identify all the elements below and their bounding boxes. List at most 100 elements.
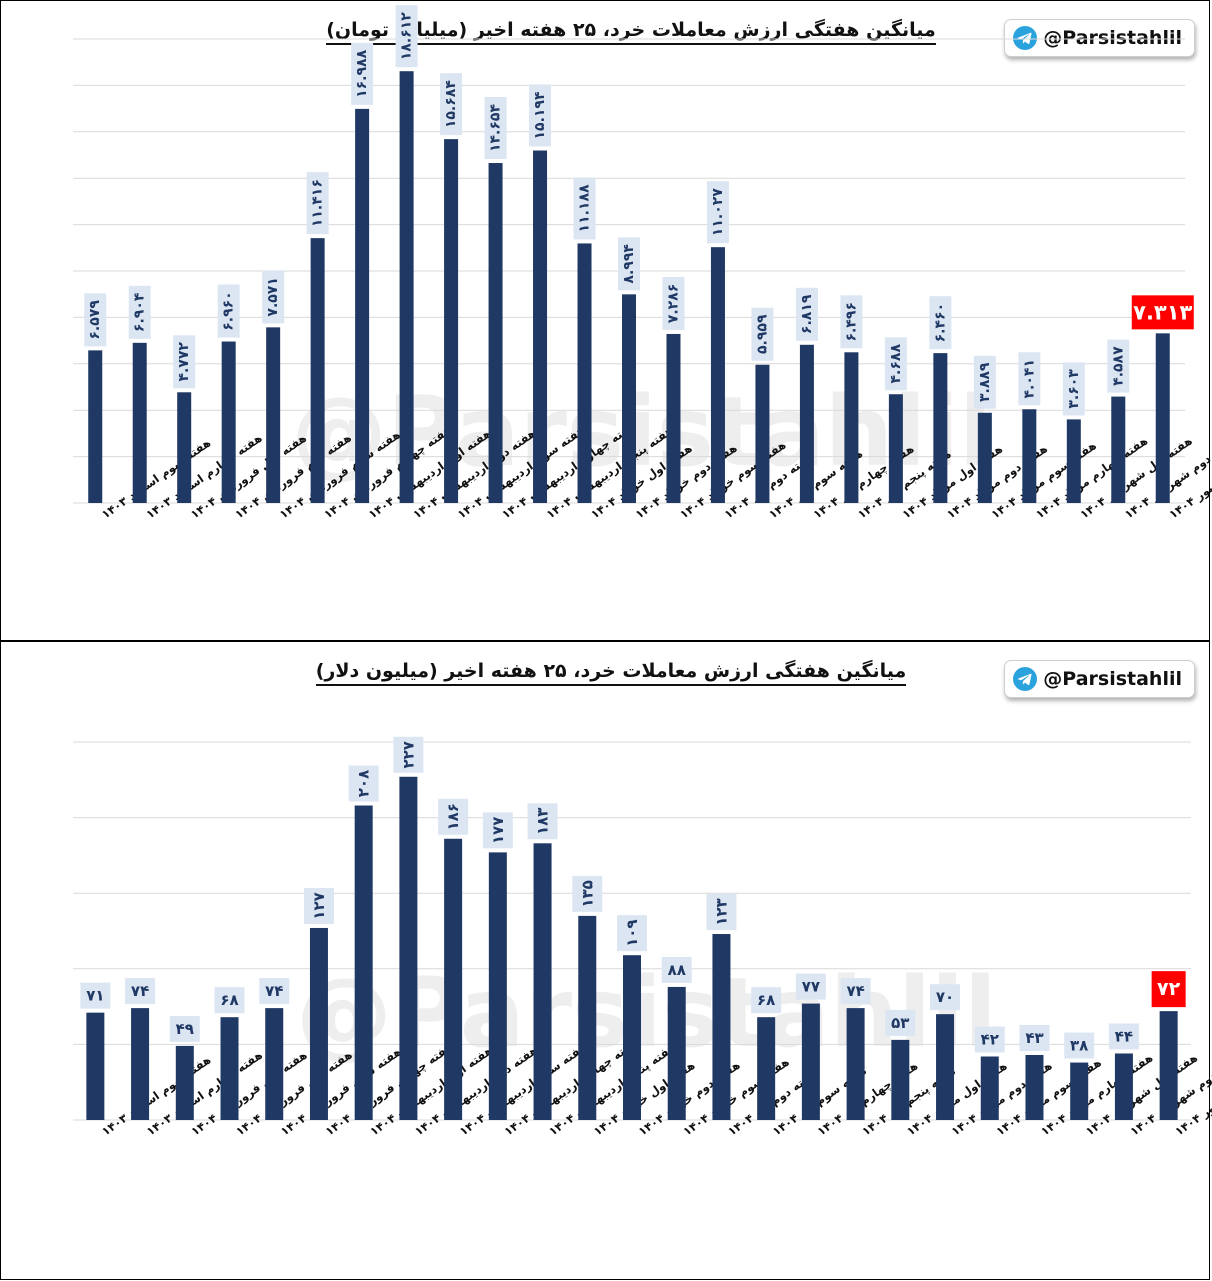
data-label-box — [482, 812, 513, 849]
data-label: ۶۸ — [751, 987, 782, 1014]
data-label-text: ۲۰۸ — [355, 770, 373, 797]
data-label-text: ۶.۸۱۹ — [799, 294, 815, 334]
data-label-box — [169, 1015, 200, 1042]
data-label-text: ۴۲ — [981, 1030, 999, 1048]
highlight-label-box — [1131, 295, 1194, 330]
data-label-box — [348, 765, 379, 802]
bar — [622, 294, 636, 503]
data-label: ۱۸۶ — [438, 798, 469, 835]
bar — [265, 1008, 284, 1120]
data-label-text: ۱۵.۱۹۴ — [532, 91, 548, 139]
chart-panel-rial: میانگین هفتگی ارزش معاملات خرد، ۲۵ هفته … — [0, 0, 1212, 641]
data-label-box — [395, 5, 418, 68]
highlight-label-box — [1151, 971, 1186, 1008]
data-label-text: ۶۸ — [757, 991, 775, 1009]
bar — [623, 955, 641, 1120]
bar — [666, 333, 681, 503]
bar — [355, 108, 370, 503]
data-label-text: ۵.۹۵۹ — [754, 314, 770, 354]
data-label-box — [125, 978, 156, 1005]
channel-badge[interactable]: @Parsistahlil — [1004, 660, 1195, 698]
data-label: ۴.۶۸۸ — [884, 337, 907, 391]
bar — [844, 352, 859, 503]
data-label: ۶.۴۶۰ — [929, 296, 952, 350]
data-label-box — [259, 978, 290, 1005]
chart-panel-dollar: میانگین هفتگی ارزش معاملات خرد، ۲۵ هفته … — [0, 641, 1212, 1280]
data-label: ۶۸ — [214, 987, 245, 1014]
data-label-text: ۱۲۷ — [310, 892, 328, 919]
bar — [132, 342, 147, 503]
bar — [1111, 396, 1126, 503]
bar — [88, 350, 103, 503]
data-label-text: ۶.۴۶۰ — [932, 303, 948, 343]
data-label-text: ۶۸ — [220, 991, 238, 1009]
data-label-text: ۱۱.۱۸۸ — [577, 184, 593, 232]
data-label: ۳.۶۰۳ — [1062, 362, 1085, 416]
bar — [1022, 409, 1037, 503]
data-label: ۷۱ — [80, 982, 111, 1009]
bar — [310, 238, 325, 503]
data-label-box — [351, 42, 374, 105]
data-label-text: ۷۰ — [936, 988, 954, 1006]
data-label: ۱۵.۶۸۴ — [440, 73, 463, 136]
data-label: ۱۲۷ — [303, 887, 334, 924]
bar — [933, 353, 948, 503]
data-label-text: ۴.۵۸۷ — [1110, 346, 1126, 386]
bar — [888, 394, 903, 503]
bar — [801, 1003, 820, 1120]
data-label-box — [128, 285, 151, 339]
data-label-text: ۱۲۳ — [712, 898, 730, 925]
data-label: ۷.۳۱۳ — [1131, 295, 1194, 330]
data-label: ۱۸۳ — [527, 803, 558, 840]
bar — [399, 71, 414, 503]
data-label-text: ۱۰۹ — [623, 919, 641, 946]
channel-badge[interactable]: @Parsistahlil — [1004, 19, 1195, 57]
data-label-text: ۴.۰۴۱ — [1021, 359, 1037, 399]
bar — [354, 805, 373, 1120]
telegram-icon — [1013, 667, 1038, 691]
bar — [891, 1039, 910, 1120]
data-label-text: ۸۸ — [668, 961, 686, 979]
data-label-text: ۸.۹۹۴ — [621, 244, 637, 284]
bar — [1159, 1011, 1178, 1120]
data-label-text: ۷۷ — [802, 978, 820, 996]
data-label-text: ۱۵.۶۸۴ — [443, 80, 459, 128]
data-label: ۶.۵۷۹ — [84, 293, 107, 347]
data-label: ۳.۸۸۹ — [973, 355, 996, 409]
data-label-box — [1064, 1032, 1095, 1059]
data-label-box — [840, 978, 871, 1005]
bar — [1155, 333, 1170, 503]
data-label: ۴.۷۷۲ — [173, 335, 196, 389]
data-label: ۷۴ — [125, 978, 156, 1005]
data-label: ۴۴ — [1108, 1023, 1139, 1050]
bar — [1070, 1062, 1089, 1120]
bar — [86, 1012, 105, 1120]
data-label-box — [217, 284, 240, 338]
data-label-box — [617, 915, 647, 952]
data-label-box — [214, 987, 245, 1014]
data-label-box — [973, 355, 996, 409]
bar — [1066, 419, 1081, 503]
data-label: ۶.۹۰۴ — [128, 285, 151, 339]
bar — [977, 412, 992, 503]
data-label-box — [1019, 1024, 1050, 1051]
bar — [309, 927, 328, 1120]
bar — [444, 139, 459, 503]
data-label-box — [706, 181, 729, 244]
data-label-text: ۷۴ — [846, 982, 864, 1000]
data-label-box — [795, 973, 826, 1000]
data-label-text: ۳.۸۸۹ — [977, 362, 993, 402]
data-label-text: ۴۳ — [1025, 1029, 1043, 1047]
data-label-text: ۲۲۷ — [399, 741, 417, 768]
telegram-icon — [1013, 26, 1038, 50]
data-label-text: ۱۱.۴۱۶ — [310, 179, 326, 227]
bar — [488, 163, 503, 503]
data-label-text: ۷۴ — [131, 982, 149, 1000]
bar — [488, 852, 507, 1120]
data-label-text: ۶.۹۰۴ — [132, 292, 148, 332]
data-label-text: ۱۳۵ — [578, 880, 596, 907]
data-label: ۶.۸۱۹ — [795, 287, 818, 341]
bar — [1114, 1053, 1133, 1120]
data-label-text: ۴.۶۸۸ — [888, 344, 904, 384]
